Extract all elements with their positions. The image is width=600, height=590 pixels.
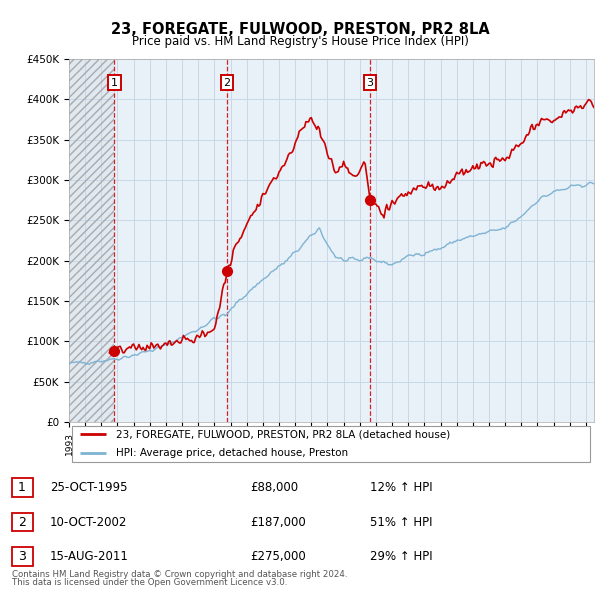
Text: 15-AUG-2011: 15-AUG-2011: [50, 550, 129, 563]
FancyBboxPatch shape: [71, 427, 590, 461]
Text: 12% ↑ HPI: 12% ↑ HPI: [370, 481, 433, 494]
Text: 1: 1: [18, 481, 26, 494]
Text: HPI: Average price, detached house, Preston: HPI: Average price, detached house, Pres…: [116, 448, 349, 458]
Text: 29% ↑ HPI: 29% ↑ HPI: [370, 550, 433, 563]
FancyBboxPatch shape: [11, 548, 32, 566]
Text: Contains HM Land Registry data © Crown copyright and database right 2024.: Contains HM Land Registry data © Crown c…: [12, 570, 347, 579]
Text: 51% ↑ HPI: 51% ↑ HPI: [370, 516, 433, 529]
Bar: [69, 59, 115, 422]
Text: Price paid vs. HM Land Registry's House Price Index (HPI): Price paid vs. HM Land Registry's House …: [131, 35, 469, 48]
Text: This data is licensed under the Open Government Licence v3.0.: This data is licensed under the Open Gov…: [12, 578, 287, 587]
Text: £88,000: £88,000: [250, 481, 298, 494]
Text: 2: 2: [18, 516, 26, 529]
Text: 10-OCT-2002: 10-OCT-2002: [50, 516, 127, 529]
Bar: [69, 59, 115, 422]
Text: 2: 2: [223, 78, 230, 87]
Text: 25-OCT-1995: 25-OCT-1995: [50, 481, 128, 494]
Text: 23, FOREGATE, FULWOOD, PRESTON, PR2 8LA (detached house): 23, FOREGATE, FULWOOD, PRESTON, PR2 8LA …: [116, 430, 451, 440]
Text: 3: 3: [18, 550, 26, 563]
Text: £187,000: £187,000: [250, 516, 306, 529]
Text: 1: 1: [111, 78, 118, 87]
FancyBboxPatch shape: [11, 513, 32, 532]
Text: 3: 3: [366, 78, 373, 87]
Text: £275,000: £275,000: [250, 550, 306, 563]
FancyBboxPatch shape: [11, 478, 32, 497]
Text: 23, FOREGATE, FULWOOD, PRESTON, PR2 8LA: 23, FOREGATE, FULWOOD, PRESTON, PR2 8LA: [110, 22, 490, 37]
